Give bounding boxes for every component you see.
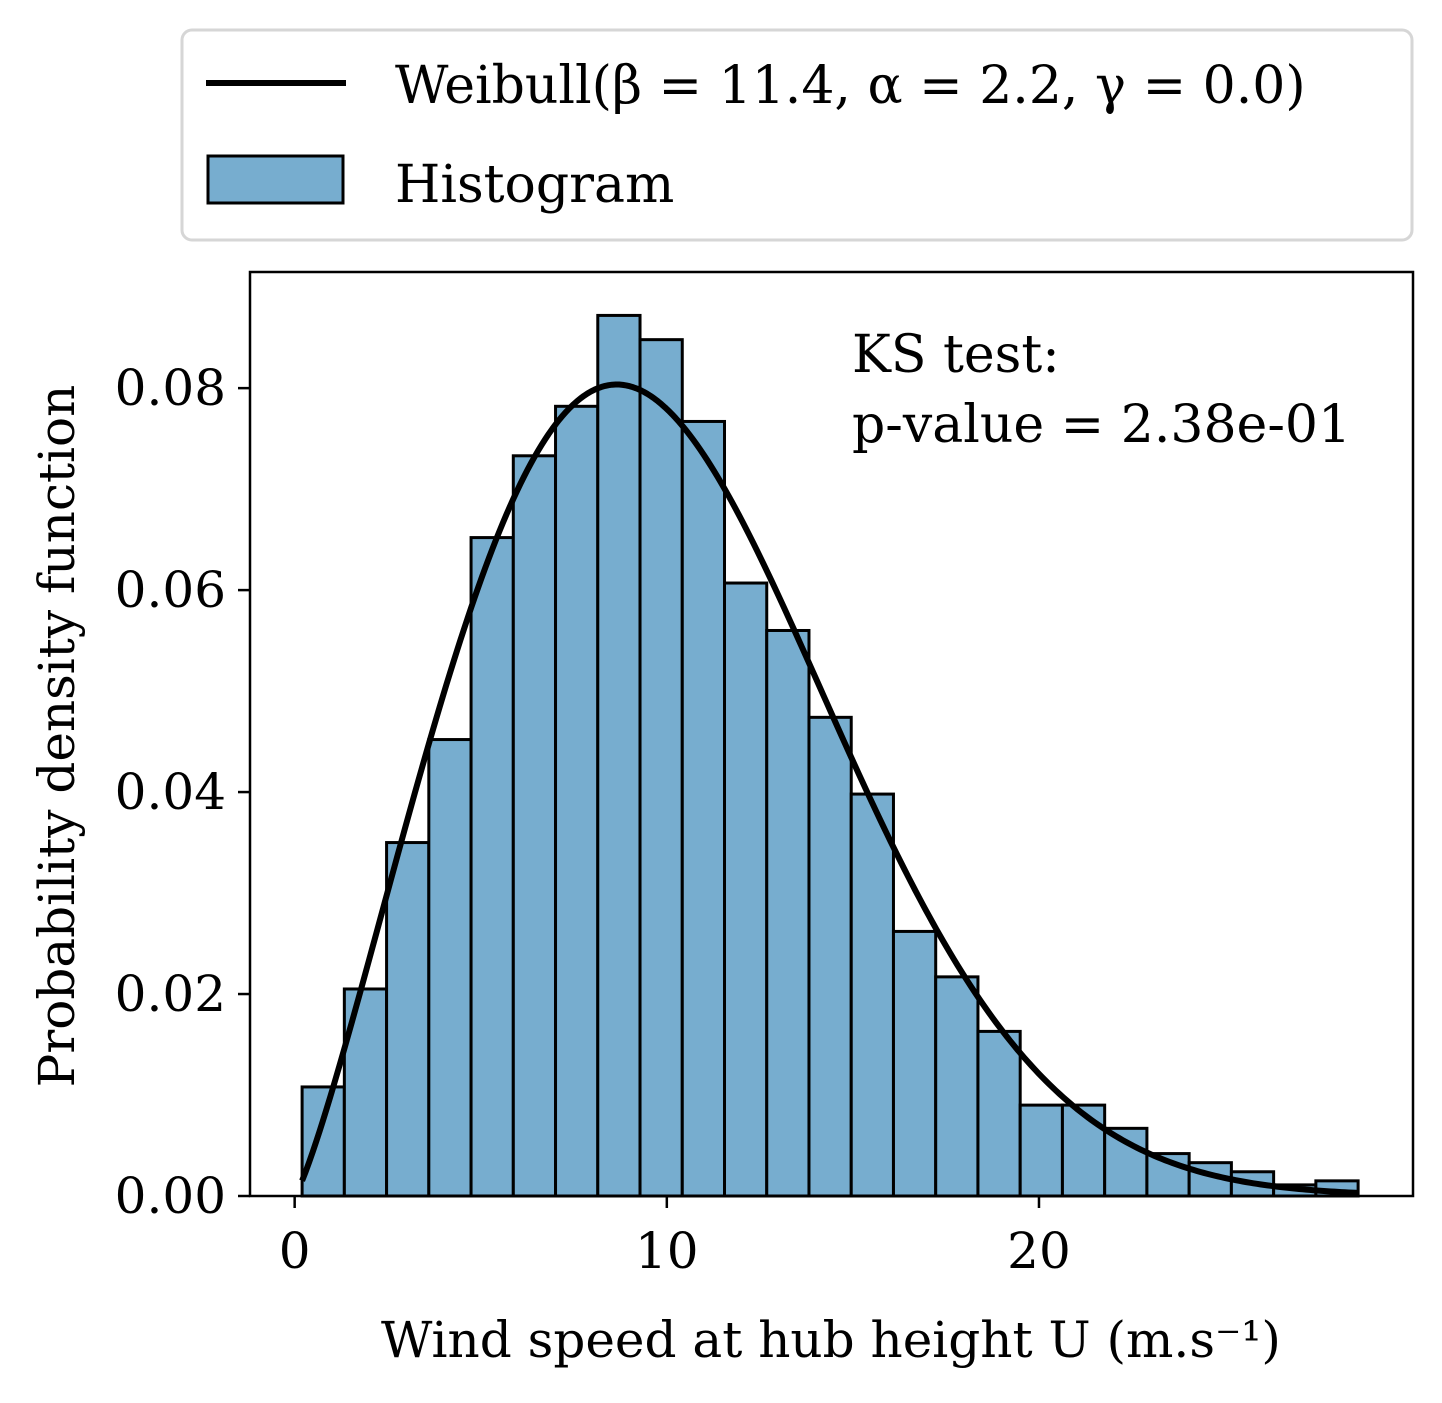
- histogram-bar: [300, 1085, 346, 1198]
- histogram-bar: [638, 338, 684, 1198]
- histogram-bar: [1060, 1103, 1107, 1198]
- histogram-bar: [385, 841, 431, 1198]
- legend-entry-weibull: Weibull(β = 11.4, α = 2.2, γ = 0.0): [395, 56, 1306, 116]
- x-tick-label: 20: [1007, 1222, 1071, 1280]
- histogram-bars: [300, 313, 1360, 1198]
- legend: Weibull(β = 11.4, α = 2.2, γ = 0.0) Hist…: [180, 28, 1414, 242]
- histogram-bar: [554, 404, 600, 1198]
- x-tick-label: 10: [635, 1222, 699, 1280]
- histogram-bar: [765, 628, 811, 1198]
- histogram-bar: [469, 536, 515, 1198]
- histogram-bar: [976, 1029, 1022, 1198]
- x-axis-ticks: 0 10 20: [279, 1196, 1071, 1280]
- histogram-bar: [723, 581, 769, 1198]
- y-tick-label: 0.06: [115, 561, 226, 619]
- y-tick-label: 0.02: [115, 965, 226, 1023]
- weibull-curve: [299, 381, 1360, 1196]
- legend-entry-histogram: Histogram: [395, 155, 674, 215]
- y-tick-label: 0.04: [115, 763, 226, 821]
- y-tick-label: 0.00: [115, 1167, 226, 1225]
- histogram-bar: [891, 929, 938, 1198]
- y-tick-label: 0.08: [115, 359, 226, 417]
- y-axis-ticks: 0.00 0.02 0.04 0.06 0.08: [115, 359, 250, 1225]
- plot-frame: [248, 270, 1415, 1198]
- legend-frame: [180, 28, 1414, 242]
- ks-test-pvalue: p-value = 2.38e-01: [852, 395, 1351, 455]
- ks-test-title: KS test:: [852, 325, 1060, 385]
- histogram-bar: [807, 715, 853, 1198]
- x-tick-label: 0: [279, 1222, 311, 1280]
- y-axis-label: Probability density function: [28, 385, 86, 1088]
- histogram-bar: [1018, 1103, 1064, 1198]
- legend-patch-swatch: [206, 154, 345, 205]
- histogram-bar: [849, 792, 895, 1198]
- histogram-bar: [427, 738, 473, 1198]
- histogram-bar: [596, 313, 642, 1198]
- x-axis-label: Wind speed at hub height U (m.s⁻¹): [381, 1311, 1281, 1369]
- histogram-bar: [934, 975, 980, 1198]
- histogram-bar: [511, 454, 558, 1198]
- histogram-bar: [680, 419, 727, 1198]
